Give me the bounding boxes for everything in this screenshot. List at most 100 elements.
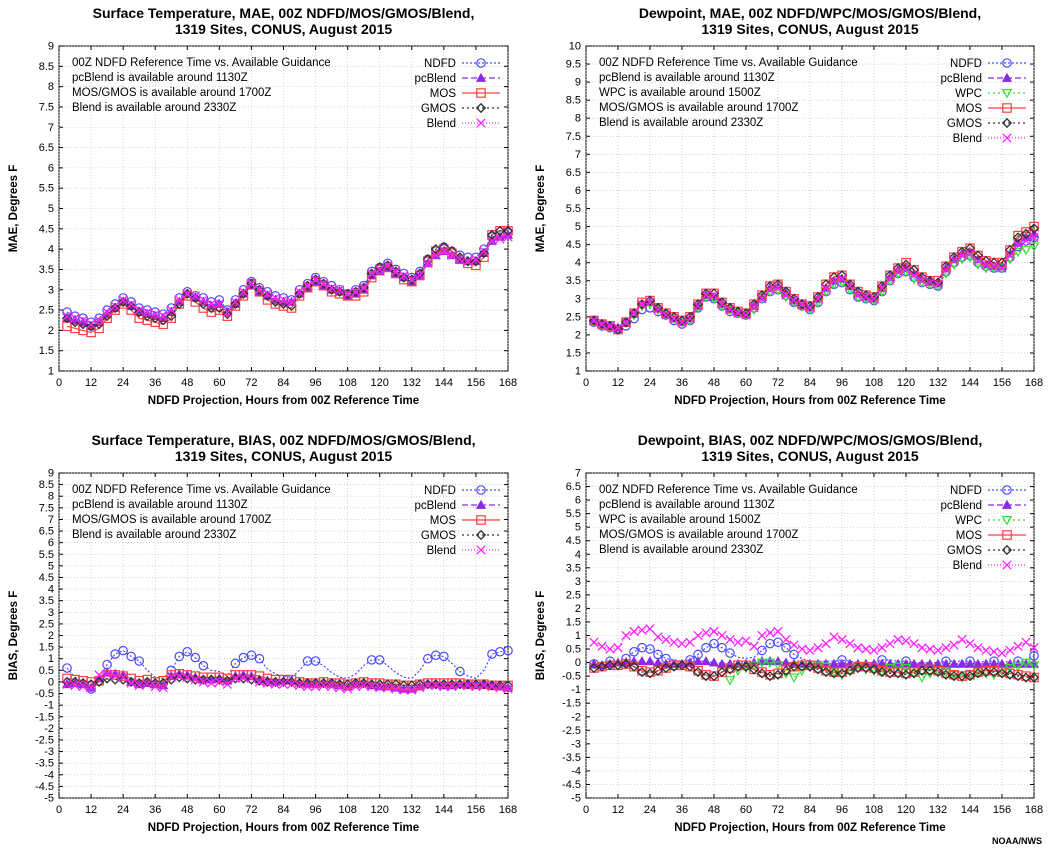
annotation-text: 00Z NDFD Reference Time vs. Available Gu…	[72, 57, 331, 69]
data-point	[286, 676, 297, 688]
data-point	[246, 673, 257, 684]
x-tick-label: 108	[865, 804, 883, 816]
data-point	[772, 669, 784, 680]
x-tick-label: 36	[676, 377, 688, 389]
data-point	[997, 648, 1007, 658]
x-tick-label: 168	[1025, 804, 1043, 816]
data-point	[588, 662, 600, 674]
annotation-text: MOS/GMOS is available around 1700Z	[599, 529, 798, 541]
data-point	[238, 673, 249, 684]
data-point	[134, 305, 144, 315]
x-tick-label: 144	[435, 377, 453, 389]
data-point	[238, 287, 249, 297]
legend-label: NDFD	[424, 485, 456, 497]
legend-label: GMOS	[421, 103, 456, 115]
data-point	[613, 643, 623, 653]
data-point	[972, 668, 984, 679]
data-point	[495, 683, 505, 693]
x-tick-label: 36	[149, 377, 161, 389]
data-point	[102, 669, 112, 679]
data-point	[318, 680, 329, 691]
data-point	[933, 279, 943, 289]
data-point	[94, 675, 104, 686]
x-tick-label: 48	[708, 804, 720, 816]
y-tick-label: -5	[571, 793, 581, 805]
data-point	[62, 663, 72, 673]
y-tick-label: -1.5	[35, 711, 54, 723]
x-tick-label: 144	[961, 377, 979, 389]
y-tick-label: 5	[48, 560, 54, 572]
data-point	[845, 281, 855, 291]
data-point	[756, 658, 768, 669]
annotation-text: Blend is available around 2330Z	[599, 117, 763, 129]
y-tick-label: 7.5	[39, 101, 54, 113]
data-point	[996, 668, 1008, 679]
data-point	[487, 236, 497, 246]
data-point	[182, 673, 193, 684]
data-point	[620, 658, 632, 670]
data-point	[495, 234, 505, 244]
data-point	[845, 638, 855, 649]
x-tick-label: 12	[612, 377, 624, 389]
y-tick-label: 3.5	[566, 562, 581, 574]
data-point	[326, 681, 337, 692]
data-point	[932, 666, 944, 678]
data-point	[821, 638, 831, 649]
data-point	[150, 681, 160, 692]
data-point	[1012, 671, 1024, 682]
data-point	[1020, 658, 1032, 669]
data-point	[900, 669, 912, 680]
data-point	[661, 310, 671, 320]
legend-marker	[476, 118, 486, 128]
data-point	[214, 677, 225, 687]
data-point	[471, 681, 481, 692]
legend-label: MOS	[956, 530, 983, 542]
data-point	[182, 646, 193, 657]
data-point	[749, 641, 759, 651]
data-point	[78, 681, 88, 692]
data-point	[996, 257, 1008, 268]
data-point	[342, 289, 353, 299]
data-point	[1004, 669, 1016, 680]
y-tick-label: 5.5	[39, 183, 54, 195]
data-point	[446, 679, 457, 690]
data-point	[206, 299, 216, 309]
data-point	[732, 666, 744, 677]
y-tick-label: 8.5	[39, 61, 54, 73]
data-point	[676, 660, 688, 671]
data-point	[1028, 672, 1040, 683]
data-point	[102, 307, 112, 317]
data-point	[270, 676, 281, 688]
data-point	[310, 274, 321, 285]
data-point	[134, 306, 145, 318]
data-point	[772, 661, 784, 671]
data-point	[941, 265, 951, 275]
x-tick-label: 12	[85, 377, 97, 389]
data-point	[286, 303, 297, 313]
data-point	[270, 679, 281, 689]
y-tick-label: 3	[575, 293, 581, 305]
y-tick-label: 9	[48, 468, 54, 480]
data-point	[925, 644, 935, 654]
data-point	[423, 256, 433, 267]
x-tick-label: 120	[371, 804, 389, 816]
data-point	[629, 646, 639, 657]
data-point	[246, 674, 257, 685]
data-point	[900, 664, 912, 674]
series-line	[729, 661, 1035, 681]
data-point	[294, 677, 305, 689]
data-point	[439, 651, 449, 662]
legend-label: Blend	[953, 560, 982, 572]
y-tick-label: -3.5	[35, 758, 54, 770]
data-point	[447, 248, 457, 258]
data-point	[406, 274, 417, 285]
x-tick-label: 12	[85, 804, 97, 816]
data-point	[391, 266, 401, 277]
legend-marker	[476, 88, 486, 98]
y-tick-label: 6	[575, 185, 581, 197]
data-point	[230, 658, 241, 669]
x-tick-label: 0	[56, 377, 62, 389]
data-point	[837, 634, 847, 645]
data-point	[949, 640, 959, 650]
